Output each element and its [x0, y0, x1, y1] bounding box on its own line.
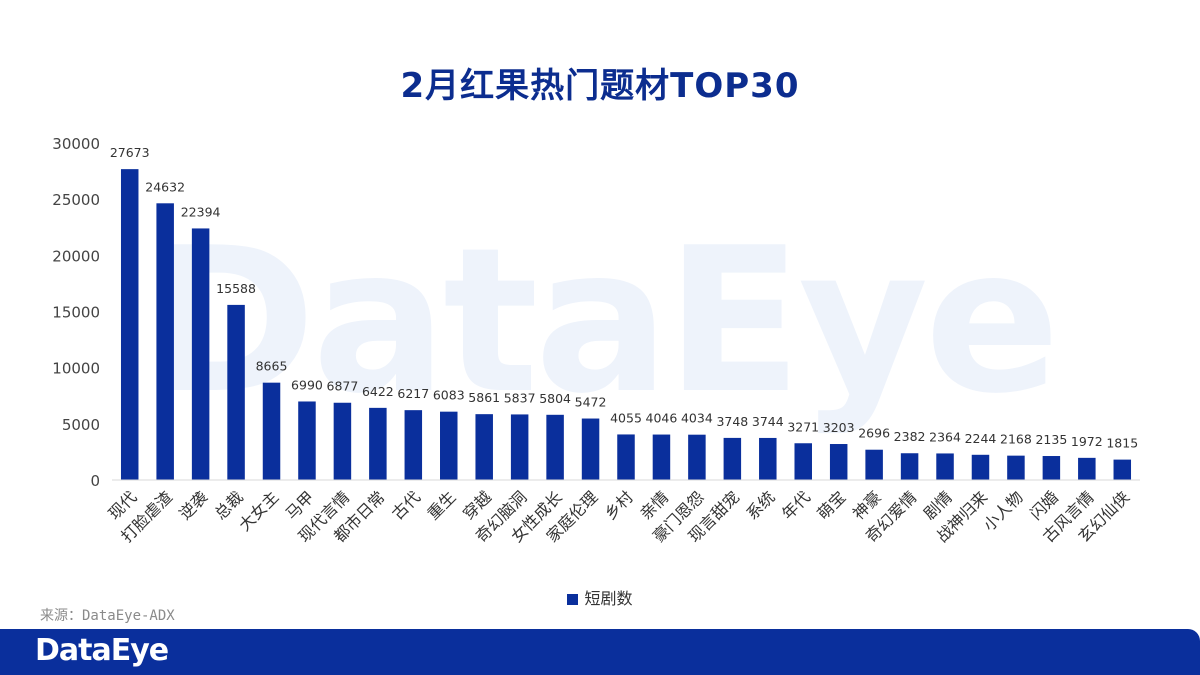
bar-value-label: 6422 — [362, 384, 394, 399]
bar — [440, 411, 458, 480]
bar-value-label: 5837 — [504, 390, 536, 405]
y-tick-label: 25000 — [52, 191, 100, 209]
x-tick-label: 逆袭 — [175, 487, 211, 523]
y-tick-label: 0 — [90, 472, 100, 490]
bar-value-label: 3748 — [716, 414, 748, 429]
bar — [546, 414, 564, 480]
bar — [1113, 459, 1132, 480]
x-tick-label: 系统 — [743, 487, 779, 523]
bar — [475, 414, 493, 480]
footer-logo: DataEye — [35, 633, 169, 668]
bar-value-label: 3744 — [752, 414, 784, 429]
y-tick-label: 20000 — [52, 247, 100, 265]
bar-value-label: 2135 — [1035, 432, 1067, 447]
bar-value-label: 2244 — [965, 431, 997, 446]
bar — [1042, 456, 1061, 480]
bar-value-label: 15588 — [216, 281, 256, 296]
y-tick-label: 5000 — [62, 416, 100, 434]
legend: 短剧数 — [0, 585, 1200, 609]
bar-value-label: 3203 — [823, 420, 855, 435]
bar — [688, 434, 706, 480]
bar-value-label: 6990 — [291, 377, 323, 392]
bar-value-label: 27673 — [110, 145, 150, 160]
x-tick-label: 萌宝 — [813, 487, 849, 523]
x-tick-label: 大女主 — [235, 487, 282, 534]
bar-value-label: 2364 — [929, 429, 961, 444]
bar-value-label: 4034 — [681, 411, 713, 426]
chart-title: 2月红果热门题材TOP30 — [400, 66, 800, 106]
bar — [829, 444, 848, 480]
bar — [865, 449, 883, 480]
bar-value-label: 1972 — [1071, 434, 1103, 449]
bar — [333, 402, 352, 480]
bar-value-label: 8665 — [256, 359, 288, 374]
bar — [191, 228, 210, 480]
bar — [510, 414, 529, 480]
bar — [120, 169, 139, 481]
y-tick-label: 10000 — [52, 360, 100, 378]
bar-value-label: 6083 — [433, 388, 465, 403]
footer-bar: DataEye — [0, 629, 1200, 675]
bar-value-label: 5861 — [468, 390, 500, 405]
bar-value-label: 6877 — [327, 379, 359, 394]
bar — [652, 434, 671, 480]
bar — [1078, 457, 1096, 480]
bar-value-label: 1815 — [1106, 436, 1138, 451]
source-note: 来源：DataEye-ADX — [40, 608, 175, 624]
y-tick-label: 30000 — [52, 135, 100, 153]
bar-value-label: 5804 — [539, 391, 571, 406]
legend-swatch — [567, 594, 579, 605]
bar — [1007, 455, 1025, 480]
bar-value-label: 2696 — [858, 426, 890, 441]
x-tick-label: 重生 — [424, 487, 460, 523]
bar — [971, 454, 990, 480]
bar-value-label: 22394 — [181, 204, 221, 219]
bar-value-label: 24632 — [145, 179, 185, 194]
y-axis: 0 5000 10000 15000 20000 25000 30000 — [52, 135, 100, 490]
bar-value-label: 3271 — [787, 419, 819, 434]
bars — [120, 169, 1132, 481]
bar-value-label: 4046 — [646, 411, 678, 426]
legend-label: 短剧数 — [584, 589, 633, 608]
bar-chart: 0 5000 10000 15000 20000 25000 30000 27673 2463… — [52, 135, 1140, 546]
bar — [759, 437, 777, 480]
y-tick-label: 15000 — [52, 304, 100, 322]
bar-value-label: 6217 — [397, 386, 429, 401]
bar-value-label: 5472 — [575, 395, 607, 410]
bar — [262, 382, 281, 480]
bar — [156, 203, 174, 480]
bar — [723, 437, 742, 480]
x-tick-label: 乡村 — [601, 487, 637, 523]
x-tick-label: 年代 — [778, 487, 814, 523]
bar — [794, 443, 812, 480]
bar-value-label: 2382 — [894, 429, 926, 444]
bar — [404, 410, 423, 480]
bar — [900, 453, 919, 480]
bar — [298, 401, 316, 480]
bar — [369, 407, 387, 480]
bar — [581, 418, 600, 480]
x-tick-label: 小人物 — [979, 487, 1026, 534]
x-tick-label: 古代 — [388, 487, 424, 523]
bar — [936, 453, 954, 480]
bar-value-label: 4055 — [610, 410, 642, 425]
bar — [617, 434, 635, 480]
bar-value-label: 2168 — [1000, 432, 1032, 447]
bar — [227, 304, 245, 480]
